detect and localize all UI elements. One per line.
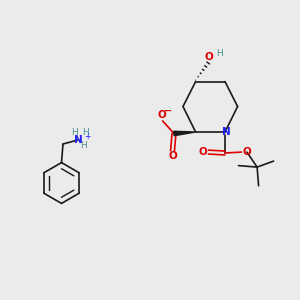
Text: O: O [243,147,252,157]
Text: H: H [80,141,86,150]
Text: −: − [164,106,172,116]
Text: O: O [204,52,213,62]
Text: H: H [71,128,78,137]
Polygon shape [174,131,196,136]
Text: H: H [216,50,223,58]
Text: H: H [82,128,89,137]
Text: N: N [221,127,230,137]
Text: N: N [74,135,83,145]
Text: O: O [168,151,177,161]
Text: O: O [198,147,207,157]
Text: +: + [84,132,90,141]
Text: O: O [158,110,166,120]
